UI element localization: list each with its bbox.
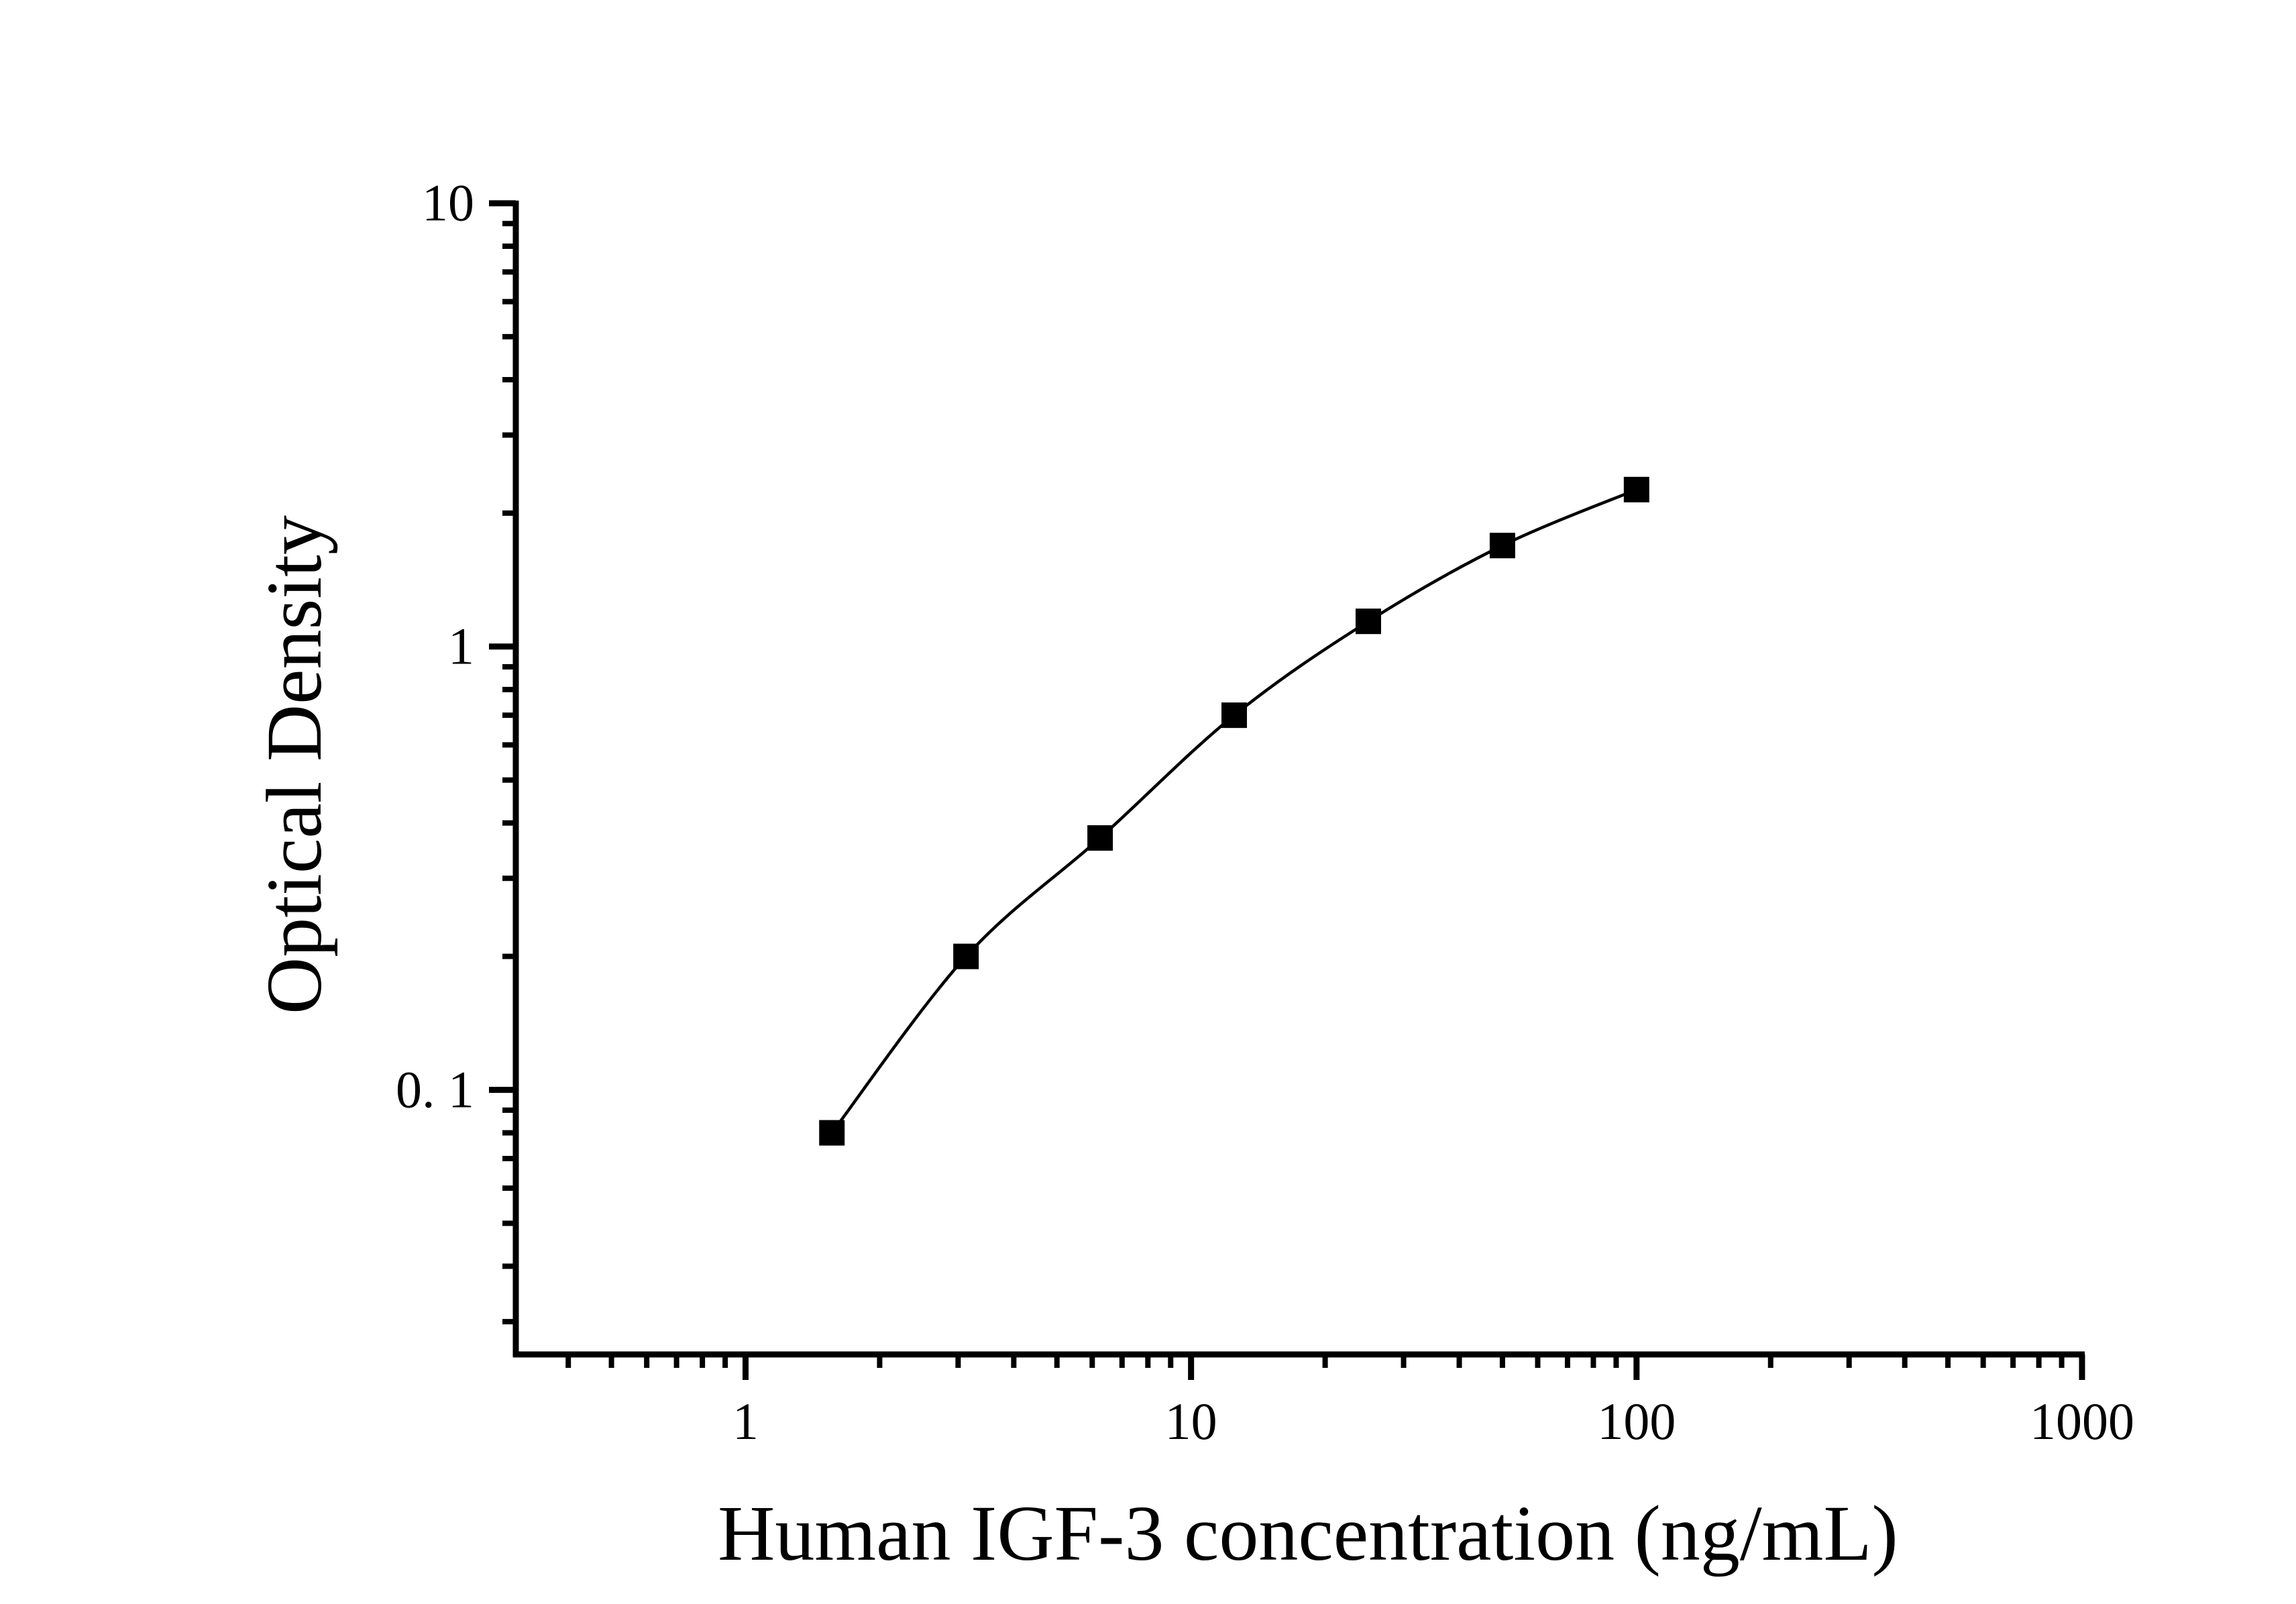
data-point-marker [953,943,979,969]
x-tick-label: 1 [732,1392,759,1450]
standard-curve-line [830,488,1637,1134]
data-point-marker [1087,825,1113,851]
axis-ticks [489,200,2085,1380]
data-point-markers [819,476,1649,1146]
data-point-marker [1355,608,1381,635]
x-tick-label: 10 [1165,1392,1217,1450]
axis-tick-labels: 1 10 100 1000 10 1 0. 1 [396,174,2134,1450]
x-tick-label: 100 [1597,1392,1676,1450]
x-axis-title: Human IGF-3 concentration (ng/mL) [718,1489,1898,1577]
data-point-marker [1489,533,1515,559]
axes [512,201,2085,1358]
data-point-marker [1623,476,1649,502]
y-tick-label: 1 [448,617,474,676]
y-axis-title: Optical Density [250,515,338,1014]
y-tick-label: 0. 1 [396,1060,474,1118]
data-point-marker [1221,702,1248,729]
y-tick-label: 10 [422,174,474,232]
x-tick-label: 1000 [2030,1392,2134,1450]
data-point-marker [819,1120,845,1146]
